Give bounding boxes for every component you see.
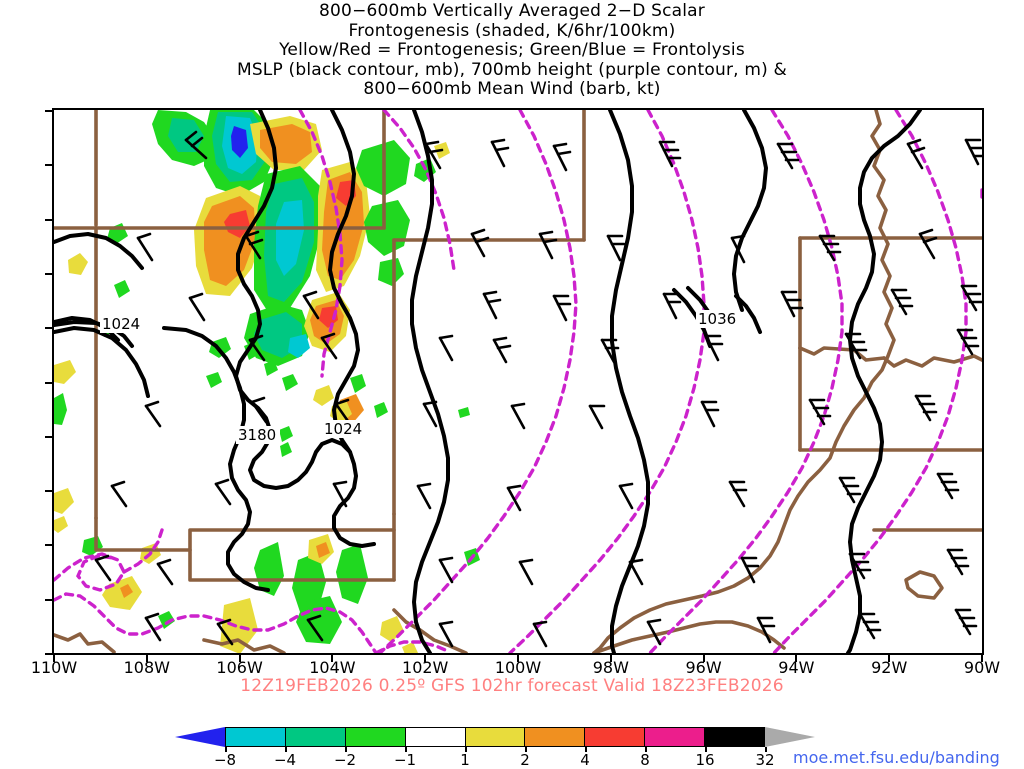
lon-tick xyxy=(53,655,55,662)
colorbar-label-2: 2 xyxy=(520,751,530,769)
contour-label-1036: 1036 xyxy=(698,310,736,328)
title-line-3: Yellow/Red = Frontogenesis; Green/Blue =… xyxy=(279,40,745,60)
colorbar-label--1: −1 xyxy=(393,751,417,769)
colorbar: −8 −4 −2 −1 1 2 4 8 16 32 xyxy=(175,727,815,769)
colorbar-tick xyxy=(645,747,647,752)
lon-tick xyxy=(331,655,334,662)
lon-tick xyxy=(145,655,148,662)
lat-tick xyxy=(45,381,52,384)
lat-tick xyxy=(45,327,52,330)
colorbar-tick xyxy=(465,747,467,752)
colorbar-cell-7 xyxy=(645,728,706,746)
contour-label-3180: 3180 xyxy=(238,426,276,444)
lon-label-102W: 102W xyxy=(402,658,449,677)
lon-label-94W: 94W xyxy=(778,658,815,677)
title-line-1: 800−600mb Vertically Averaged 2−D Scalar xyxy=(319,1,705,21)
map-panel: 1024 3180 1024 1036 39N38N37N36N35N34N33… xyxy=(31,108,1000,677)
colorbar-label-16: 16 xyxy=(695,751,715,769)
lon-tick xyxy=(424,655,427,662)
lat-tick xyxy=(45,435,52,438)
colorbar-tick xyxy=(765,747,767,752)
lat-tick xyxy=(45,598,52,601)
colorbar-label-4: 4 xyxy=(580,751,590,769)
lon-tick xyxy=(702,655,705,662)
colorbar-label--2: −2 xyxy=(333,751,357,769)
map-canvas: 1024 3180 1024 1036 xyxy=(54,110,982,653)
colorbar-label-32: 32 xyxy=(755,751,775,769)
forecast-caption: 12Z19FEB2026 0.25º GFS 102hr forecast Va… xyxy=(240,676,784,696)
lon-tick xyxy=(888,655,891,662)
lon-label-106W: 106W xyxy=(216,658,263,677)
colorbar-tick xyxy=(345,747,347,752)
colorbar-tick xyxy=(585,747,587,752)
height-contours-700mb xyxy=(54,110,982,653)
lon-tick xyxy=(238,655,241,662)
colorbar-label-1: 1 xyxy=(460,751,470,769)
colorbar-tick xyxy=(525,747,527,752)
lat-tick xyxy=(45,110,52,112)
contour-label-1024-west: 1024 xyxy=(102,315,140,333)
site-watermark: moe.met.fsu.edu/banding xyxy=(793,748,1000,767)
colorbar-label-8: 8 xyxy=(640,751,650,769)
colorbar-under-arrow xyxy=(175,727,225,747)
lat-tick xyxy=(45,490,52,493)
colorbar-label--4: −4 xyxy=(273,751,297,769)
chart-title-block: 800−600mb Vertically Averaged 2−D Scalar… xyxy=(0,1,1024,100)
title-line-4: MSLP (black contour, mb), 700mb height (… xyxy=(236,59,788,80)
lon-tick xyxy=(981,655,983,662)
lon-tick xyxy=(517,655,519,662)
colorbar-label--8: −8 xyxy=(213,751,237,769)
lat-tick xyxy=(45,218,52,221)
colorbar-tick xyxy=(285,747,287,752)
contour-labels: 1024 3180 1024 1036 xyxy=(100,310,740,444)
colorbar-cell-0 xyxy=(226,728,286,746)
wind-barbs xyxy=(94,130,982,648)
title-line-5: 800−600mb Mean Wind (barb, kt) xyxy=(363,79,661,99)
map-frame: 1024 3180 1024 1036 xyxy=(52,108,984,655)
lon-label-98W: 98W xyxy=(592,658,629,677)
lat-tick xyxy=(45,272,52,275)
contour-label-1024-central: 1024 xyxy=(324,420,362,438)
colorbar-cell-4 xyxy=(465,728,526,746)
lat-tick xyxy=(45,164,52,167)
colorbar-over-arrow xyxy=(765,727,815,747)
colorbar-cell-6 xyxy=(585,728,646,746)
colorbar-cell-2 xyxy=(345,728,406,746)
lat-tick xyxy=(45,544,52,547)
lat-tick xyxy=(45,653,52,655)
lon-tick xyxy=(795,655,798,662)
colorbar-cell-8 xyxy=(705,728,765,746)
state-boundaries xyxy=(54,110,982,653)
title-line-2: Frontogenesis (shaded, K/6hr/100km) xyxy=(348,20,676,41)
lon-label-92W: 92W xyxy=(871,658,908,677)
lon-tick xyxy=(609,655,612,662)
lon-label-90W: 90W xyxy=(963,658,1001,677)
colorbar-cell-1 xyxy=(285,728,346,746)
mslp-contours xyxy=(54,110,922,653)
lon-label-104W: 104W xyxy=(309,658,356,677)
colorbar-tick xyxy=(405,747,407,752)
lon-label-100W: 100W xyxy=(494,658,542,677)
colorbar-cell-5 xyxy=(525,728,586,746)
lon-label-108W: 108W xyxy=(123,658,170,677)
colorbar-cells xyxy=(225,727,765,747)
colorbar-cell-3 xyxy=(405,728,466,746)
colorbar-tick xyxy=(705,747,707,752)
lon-label-110W: 110W xyxy=(30,658,78,677)
lon-label-96W: 96W xyxy=(685,658,722,677)
frontogenesis-shading xyxy=(54,110,480,653)
colorbar-tick xyxy=(225,747,227,752)
